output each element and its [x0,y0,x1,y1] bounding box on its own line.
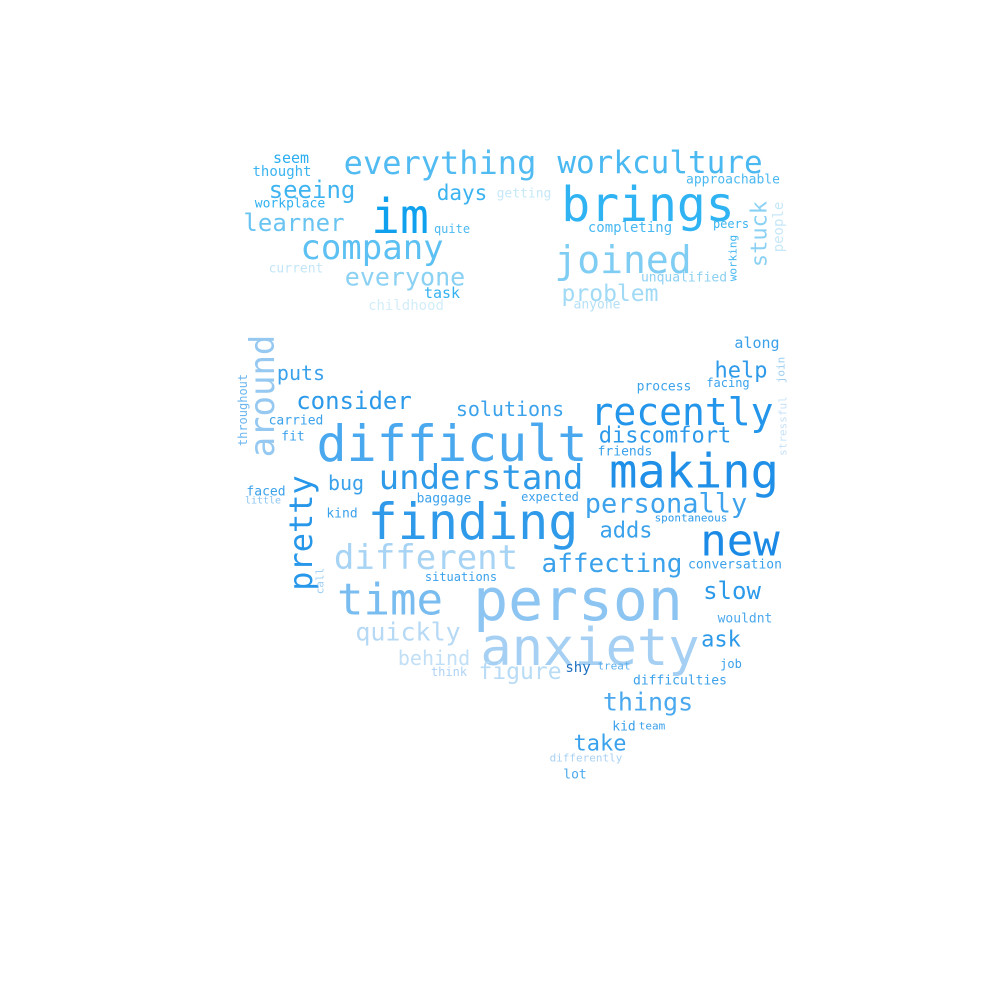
word-figure: figure [478,659,561,685]
word-call: call [314,568,327,595]
word-difficult: difficult [317,415,588,473]
word-puts: puts [277,361,325,385]
word-around: around [243,335,283,458]
word-workplace: workplace [255,197,326,212]
word-adds: adds [600,519,653,544]
word-baggage: baggage [417,492,472,507]
word-join: join [775,357,788,384]
word-consider: consider [296,387,412,415]
word-brings: brings [561,177,734,233]
word-problem: problem [562,281,659,307]
word-pretty: pretty [282,475,320,591]
word-understand: understand [379,458,584,498]
word-learner: learner [243,209,344,237]
word-person: person [473,566,683,634]
word-completing: completing [588,220,672,236]
word-kind: kind [326,507,357,522]
word-im: im [371,189,429,245]
word-fit: fit [281,430,304,445]
word-lot: lot [563,768,586,783]
word-solutions: solutions [456,397,564,421]
word-childhood: childhood [368,298,444,314]
word-new: new [700,516,780,567]
word-peers: peers [713,217,749,231]
word-people: people [771,202,787,253]
word-kid: kid [612,720,635,735]
word-carried: carried [269,414,324,429]
word-conversation: conversation [688,558,782,573]
word-company: company [300,228,443,268]
word-seeing: seeing [269,176,356,204]
word-everything: everything [344,144,537,182]
word-workculture: workculture [557,145,762,181]
word-quickly: quickly [355,618,460,647]
word-bug: bug [328,471,364,495]
word-seem: seem [273,149,309,167]
word-days: days [437,181,488,205]
word-everyone: everyone [345,263,465,292]
word-difficulties: difficulties [633,674,727,689]
word-personally: personally [585,489,748,520]
word-wouldnt: wouldnt [718,612,773,627]
word-affecting: affecting [542,549,683,579]
word-getting: getting [497,187,552,202]
word-facing: facing [706,376,749,390]
word-along: along [734,334,779,352]
word-process: process [637,380,692,395]
word-time: time [337,575,443,626]
word-think: think [431,665,468,679]
word-recently: recently [590,390,773,434]
word-shy: shy [565,660,590,676]
word-ask: ask [701,628,741,653]
word-joined: joined [554,238,691,282]
word-take: take [574,732,627,757]
word-stuck: stuck [748,201,773,267]
word-quite: quite [434,222,470,236]
word-different: different [334,538,518,578]
word-making: making [609,445,779,500]
word-stressful: stressful [777,396,790,456]
word-differently: differently [550,752,623,765]
word-slow: slow [703,577,761,605]
word-help: help [715,359,768,384]
word-friends: friends [598,445,653,460]
word-discomfort: discomfort [599,424,731,449]
word-working: working [727,235,740,281]
word-situations: situations [425,570,497,584]
word-spontaneous: spontaneous [655,512,728,525]
word-treat: treat [597,660,630,673]
word-faced: faced [246,485,285,500]
word-throughout: throughout [236,374,250,446]
word-anxiety: anxiety [480,618,699,678]
word-unqualified: unqualified [641,271,727,286]
word-expected: expected [521,490,579,504]
word-little: little [245,496,281,507]
word-task: task [424,284,460,302]
word-behind: behind [398,646,470,670]
word-anyone: anyone [574,298,621,313]
word-team: team [639,720,666,733]
word-job: job [720,657,742,671]
word-approachable: approachable [686,173,780,188]
word-finding: finding [368,493,579,551]
word-thought: thought [252,164,311,180]
word-current: current [269,262,324,277]
word-things: things [603,688,693,717]
